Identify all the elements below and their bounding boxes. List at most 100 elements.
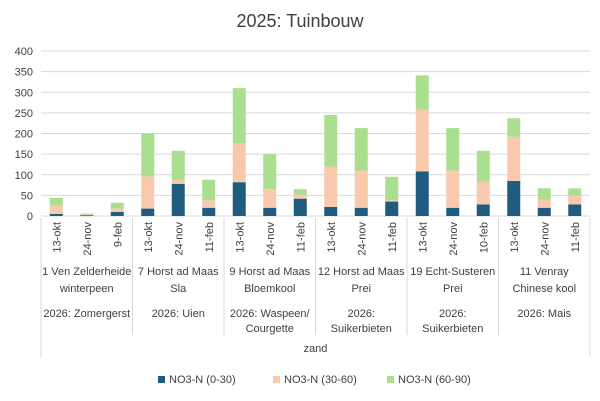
bar-segment-0-30 [202, 207, 216, 216]
group-label: 7 Horst ad Maas [138, 266, 219, 278]
bar-segment-60-90 [446, 128, 460, 171]
x-tick-label: 10-feb [478, 222, 490, 253]
group-label: 9 Horst ad Maas [229, 266, 310, 278]
bar-segment-0-30 [171, 183, 185, 216]
bar-segment-60-90 [537, 188, 551, 200]
bar-segment-30-60 [568, 195, 582, 205]
legend-label: NO3-N (30-60) [284, 374, 357, 386]
y-tick-label: 350 [15, 67, 33, 79]
bar-segment-60-90 [49, 197, 63, 206]
bar-segment-0-30 [507, 180, 521, 216]
bar-segment-60-90 [263, 154, 277, 190]
x-tick-label: 24-nov [448, 222, 460, 256]
bar-segment-60-90 [507, 118, 521, 137]
crop-label: 2026: [347, 308, 375, 320]
group-label: Bloemkool [244, 283, 295, 295]
group-label: winterpeen [59, 283, 114, 295]
bar-segment-30-60 [141, 176, 155, 209]
x-axis-group-labels: 1 Ven Zelderheide winterpeen 2026: Zomerge… [40, 218, 591, 357]
bar-segment-30-60 [476, 181, 490, 205]
bar-segment-30-60 [415, 109, 429, 172]
crop-label: 2026: Waspeen/ [230, 308, 311, 320]
x-tick-label: 13-okt [417, 222, 429, 253]
x-tick-label: 24-nov [173, 222, 185, 256]
bar-segment-0-30 [110, 211, 124, 216]
x-tick-label: 24-nov [265, 222, 277, 256]
crop-label: 2026: Mais [517, 308, 571, 320]
legend-label: NO3-N (0-30) [169, 374, 236, 386]
bar-segment-30-60 [293, 194, 307, 199]
crop-label: 2026: Uien [152, 308, 205, 320]
bar-segment-60-90 [415, 75, 429, 110]
y-tick-label: 200 [15, 129, 33, 141]
x-tick-label: 11-feb [204, 222, 216, 252]
x-tick-label: 13-okt [143, 222, 155, 253]
group-label: Prei [351, 283, 371, 295]
bar-segment-30-60 [49, 205, 63, 214]
x-tick-label: 13-okt [509, 222, 521, 253]
bar-segment-30-60 [507, 136, 521, 181]
bar-segment-0-30 [537, 207, 551, 216]
x-tick-label: 11-feb [295, 222, 307, 252]
bar-segment-0-30 [293, 198, 307, 216]
bar-segment-60-90 [202, 179, 216, 201]
legend-label: NO3-N (60-90) [398, 374, 471, 386]
bar-segment-60-90 [110, 202, 124, 209]
crop-label: 2026: [439, 308, 467, 320]
bar-segment-0-30 [568, 204, 582, 216]
bar-segment-0-30 [354, 207, 368, 216]
gridlines [41, 50, 590, 217]
bar-segment-0-30 [80, 215, 94, 216]
group-label: 11 Venray [520, 266, 569, 278]
group-label: Sla [170, 283, 187, 295]
bar-segment-30-60 [324, 166, 338, 207]
x-tick-label: 13-okt [51, 222, 63, 253]
x-tick-label: 24-nov [539, 222, 551, 256]
bars [49, 75, 582, 216]
bar-segment-0-30 [232, 182, 246, 216]
bar-segment-0-30 [415, 171, 429, 216]
group-label: 19 Echt-Susteren [410, 266, 495, 278]
legend-swatch [158, 376, 165, 383]
y-tick-label: 50 [21, 190, 33, 202]
bar-segment-0-30 [446, 207, 460, 216]
bar-segment-30-60 [202, 200, 216, 208]
x-tick-label: 24-nov [82, 222, 94, 256]
bar-segment-30-60 [385, 200, 399, 202]
bar-segment-0-30 [385, 201, 399, 216]
bar-segment-30-60 [446, 170, 460, 208]
bar-segment-30-60 [110, 208, 124, 212]
bar-segment-60-90 [80, 213, 94, 215]
bar-segment-60-90 [324, 114, 338, 167]
bar-segment-60-90 [354, 128, 368, 171]
x-tick-label: 9-feb [112, 222, 124, 247]
bar-segment-60-90 [171, 150, 185, 180]
crop-label: Courgette [246, 323, 294, 335]
x-tick-label: 11-feb [570, 222, 582, 252]
crop-label: Suikerbieten [422, 323, 483, 335]
bar-segment-30-60 [263, 189, 277, 208]
y-tick-label: 400 [15, 46, 33, 58]
bar-segment-30-60 [80, 214, 94, 216]
bar-segment-60-90 [293, 189, 307, 195]
bar-segment-30-60 [232, 142, 246, 183]
legend: NO3-N (0-30) NO3-N (30-60) NO3-N (60-90) [158, 374, 471, 386]
outer-group-label: zand [304, 343, 328, 355]
group-label: Prei [443, 283, 463, 295]
y-tick-label: 0 [27, 211, 33, 223]
bar-segment-60-90 [232, 88, 246, 143]
bar-segment-30-60 [354, 170, 368, 208]
y-tick-label: 250 [15, 108, 33, 120]
bar-segment-0-30 [49, 213, 63, 216]
x-axis-category-labels: 13-okt 24-nov 9-feb 13-okt 24-nov 11-feb 13-ok… [51, 222, 582, 256]
group-label: 12 Horst ad Maas [318, 266, 405, 278]
bar-segment-30-60 [171, 179, 185, 184]
bar-segment-0-30 [263, 207, 277, 216]
x-tick-label: 13-okt [234, 222, 246, 253]
legend-swatch [273, 376, 280, 383]
bar-segment-60-90 [476, 150, 490, 182]
x-tick-label: 24-nov [356, 222, 368, 256]
crop-label: Suikerbieten [331, 323, 392, 335]
